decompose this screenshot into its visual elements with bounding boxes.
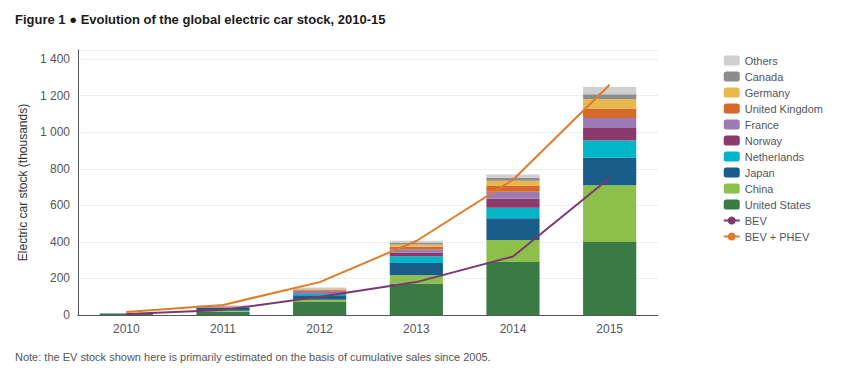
svg-text:Norway: Norway [745,135,783,147]
svg-text:Others: Others [745,55,779,67]
svg-text:Netherlands: Netherlands [745,151,805,163]
svg-text:400: 400 [50,235,70,249]
svg-text:Figure 1 ● Evolution of the gl: Figure 1 ● Evolution of the global elect… [15,12,386,27]
svg-text:2013: 2013 [403,322,430,336]
svg-text:800: 800 [50,162,70,176]
svg-text:2010: 2010 [113,322,140,336]
svg-text:600: 600 [50,198,70,212]
svg-text:2011: 2011 [210,322,236,336]
svg-text:1 400: 1 400 [40,52,70,66]
svg-text:1 000: 1 000 [40,125,70,139]
svg-text:BEV + PHEV: BEV + PHEV [745,231,810,243]
svg-text:1 200: 1 200 [40,89,70,103]
svg-text:France: France [745,119,779,131]
svg-text:BEV: BEV [745,215,768,227]
svg-text:2015: 2015 [596,322,623,336]
svg-text:Canada: Canada [745,71,784,83]
svg-text:0: 0 [63,308,70,322]
svg-text:200: 200 [50,271,70,285]
svg-text:2012: 2012 [306,322,333,336]
svg-text:Germany: Germany [745,87,791,99]
svg-text:Electric car stock (thousands): Electric car stock (thousands) [16,104,30,261]
svg-text:China: China [745,183,775,195]
svg-text:Japan: Japan [745,167,775,179]
svg-text:United States: United States [745,199,812,211]
svg-text:United Kingdom: United Kingdom [745,103,823,115]
svg-text:2014: 2014 [500,322,527,336]
svg-text:Note: the EV stock shown here: Note: the EV stock shown here is primari… [15,351,491,363]
